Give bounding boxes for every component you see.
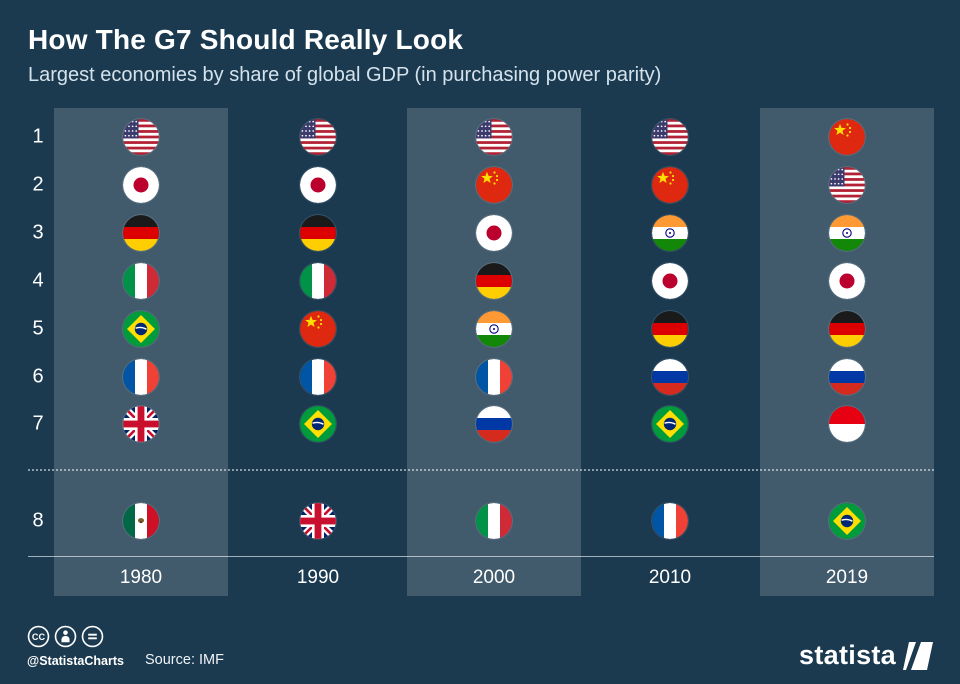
flag-united-states [123,119,159,155]
flag-japan [300,167,336,203]
year-label-1990: 1990 [296,567,340,588]
flag-mexico [123,503,159,539]
flag-brazil [123,311,159,347]
year-label-2000: 2000 [472,567,516,588]
statista-logo-text: statista [799,640,896,670]
flag-brazil [829,503,865,539]
source-text: Source: IMF [145,652,224,668]
flag-japan [829,263,865,299]
flag-italy [476,503,512,539]
page-title: How The G7 Should Really Look [28,24,464,55]
rank-label-7: 7 [32,412,44,435]
license-icons: CC [27,625,104,648]
year-label-2010: 2010 [648,567,692,588]
flag-india [476,311,512,347]
rank-label-1: 1 [32,125,44,148]
rank-label-3: 3 [32,221,44,244]
flag-france [300,359,336,395]
flag-germany [476,263,512,299]
page-subtitle: Largest economies by share of global GDP… [28,64,662,86]
flag-china [829,119,865,155]
rank-label-8: 8 [32,509,44,532]
flag-germany [123,215,159,251]
flag-indonesia [829,406,865,442]
no-derivatives-icon [81,625,104,648]
year-label-1980: 1980 [119,567,163,588]
svg-text:CC: CC [32,632,46,642]
flag-germany [652,311,688,347]
flag-japan [123,167,159,203]
flag-france [652,503,688,539]
flag-united-kingdom [300,503,336,539]
creative-commons-icon: CC [27,625,50,648]
year-label-2019: 2019 [825,567,869,588]
flag-united-states [652,119,688,155]
flag-italy [123,263,159,299]
flag-france [476,359,512,395]
flag-france [123,359,159,395]
flag-germany [300,215,336,251]
flag-russia [652,359,688,395]
flag-china [476,167,512,203]
flag-china [652,167,688,203]
flag-russia [829,359,865,395]
flag-japan [652,263,688,299]
statista-charts-handle: @StatistaCharts [27,654,124,668]
rank-label-5: 5 [32,317,44,340]
statista-logo-mark [903,642,933,670]
flag-united-kingdom [123,406,159,442]
flag-japan [476,215,512,251]
rank-label-4: 4 [32,269,44,292]
flag-brazil [300,406,336,442]
flag-united-states [300,119,336,155]
flag-brazil [652,406,688,442]
flag-india [652,215,688,251]
flag-united-states [476,119,512,155]
flag-india [829,215,865,251]
flag-united-states [829,167,865,203]
rank-separator-dotted-line [28,469,934,471]
rank-label-6: 6 [32,365,44,388]
flag-russia [476,406,512,442]
rank-label-2: 2 [32,173,44,196]
flag-germany [829,311,865,347]
flag-italy [300,263,336,299]
attribution-icon [54,625,77,648]
chart-baseline [28,556,934,557]
flag-china [300,311,336,347]
